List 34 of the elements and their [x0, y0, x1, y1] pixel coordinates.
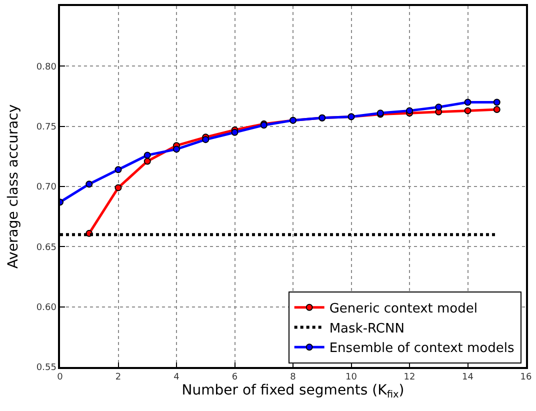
point [493, 98, 500, 106]
point [231, 128, 238, 136]
point [464, 98, 472, 106]
x-tick-label: 6 [232, 372, 238, 383]
point [86, 180, 93, 188]
y-tick-label: 0.80 [36, 62, 57, 72]
point [493, 106, 500, 113]
x-tick-label: 4 [174, 372, 180, 383]
legend-label: Ensemble of context models [329, 341, 514, 356]
point [114, 166, 122, 174]
x-tick-label: 10 [346, 372, 358, 383]
y-axis-title: Average class accuracy [6, 104, 22, 269]
point [173, 146, 180, 153]
x-axis-title: Number of fixed segments (K$_{fix}$) [182, 382, 404, 400]
y-tick-label: 0.60 [36, 302, 57, 313]
y-tick-label: 0.75 [36, 122, 56, 132]
legend-label: Generic context model [329, 301, 478, 316]
point [464, 107, 472, 114]
x-tick-label: 12 [404, 372, 416, 383]
x-tick-label: 2 [115, 372, 122, 383]
point [114, 184, 122, 192]
point [435, 104, 442, 111]
y-tick-label: 0.70 [36, 182, 57, 193]
legend-label: Mask-RCNN [329, 321, 404, 336]
x-tick-label: 0 [57, 372, 64, 383]
x-tick-label: 8 [290, 372, 296, 383]
y-tick-label: 0.55 [36, 363, 56, 374]
point [144, 152, 151, 159]
x-tick-label: 14 [462, 372, 474, 383]
point [202, 136, 210, 144]
point [406, 107, 413, 114]
point [144, 158, 151, 165]
y-tick-label: 0.65 [36, 242, 56, 253]
x-tick-label: 16 [520, 372, 532, 383]
